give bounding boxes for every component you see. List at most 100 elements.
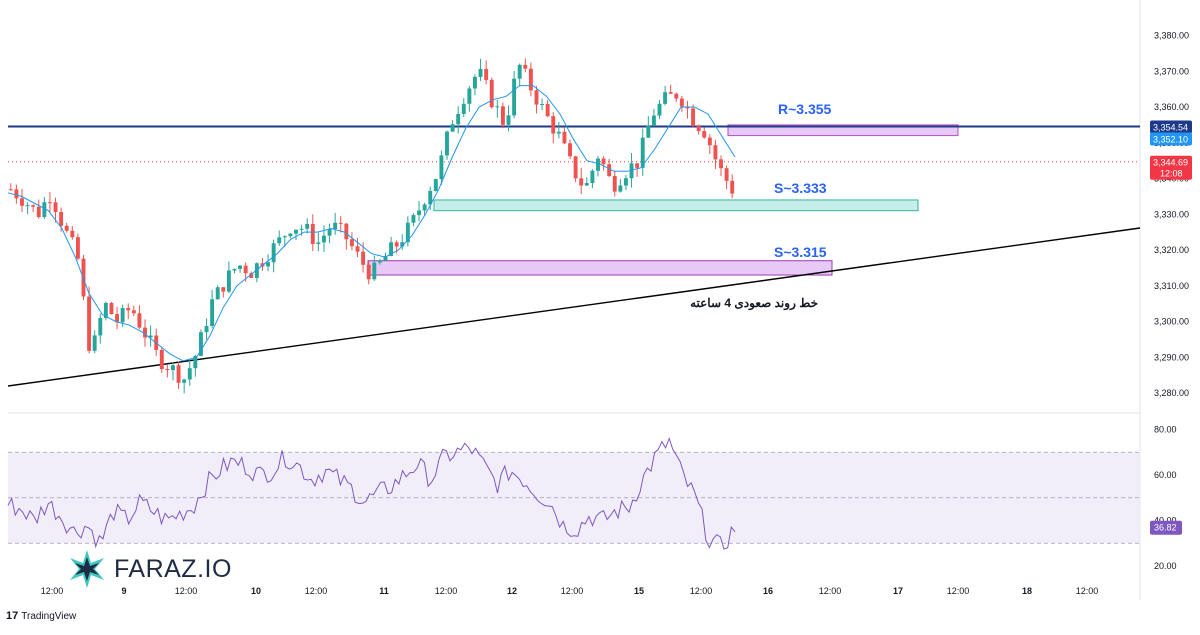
candle-body: [355, 246, 360, 252]
candle-body: [238, 265, 243, 269]
candle-body: [294, 229, 298, 234]
candle-body: [679, 98, 684, 107]
level-label: S~3.333: [774, 180, 827, 196]
candle-body: [221, 287, 226, 292]
candle-body: [310, 223, 315, 244]
time-tick-label: 12:00: [561, 586, 584, 596]
candle-body: [618, 185, 623, 192]
time-tick-label: 10: [251, 586, 261, 596]
candle-body: [719, 159, 723, 169]
candle-body: [148, 335, 153, 338]
candle-body: [322, 235, 326, 243]
candle-body: [495, 106, 500, 108]
candle-body: [579, 178, 584, 186]
candle-body: [254, 263, 259, 278]
candle-body: [383, 255, 388, 261]
time-tick-label: 9: [121, 586, 126, 596]
candle-body: [389, 242, 394, 256]
time-tick-label: 15: [634, 586, 644, 596]
candle-body: [635, 163, 640, 168]
rsi-tick-label: 80.00: [1154, 425, 1177, 435]
faraz-logo-icon: [70, 550, 104, 588]
time-tick-label: 18: [1022, 586, 1032, 596]
candle-body: [439, 155, 444, 180]
candle-body: [215, 287, 220, 300]
trendline-label: خط روند صعودی 4 ساعته: [690, 296, 818, 311]
candle-body: [20, 198, 24, 206]
rsi-tick-label: 20.00: [1154, 561, 1177, 571]
candle-body: [372, 262, 377, 280]
time-tick-label: 12:00: [1076, 586, 1099, 596]
candle-body: [193, 355, 198, 369]
candle-body: [612, 176, 617, 192]
candle-body: [143, 327, 147, 338]
candle-body: [473, 76, 477, 89]
candle-body: [663, 92, 668, 104]
candle-body: [98, 317, 103, 336]
candle-body: [126, 308, 131, 311]
candle-body: [730, 180, 735, 194]
candle-body: [25, 205, 30, 207]
candle-body: [288, 233, 293, 237]
brand-name: FARAZ.IO: [114, 554, 232, 583]
candle-body: [333, 222, 338, 229]
price-tick-label: 3,320.00: [1154, 245, 1189, 255]
time-tick-label: 12:00: [41, 586, 64, 596]
candle-body: [338, 222, 343, 224]
candle-body: [210, 299, 215, 327]
rsi-band: [8, 452, 1140, 544]
support-zone-2: [367, 260, 833, 276]
candle-body: [103, 302, 108, 318]
time-tick-label: 16: [763, 586, 773, 596]
candle-body: [204, 326, 209, 333]
price-tick-label: 3,310.00: [1154, 281, 1189, 291]
candle-body: [405, 222, 410, 243]
candle-body: [590, 170, 595, 184]
candle-body: [47, 202, 52, 204]
candle-body: [445, 131, 449, 156]
candle-body: [277, 237, 282, 244]
candle-body: [702, 131, 707, 138]
level-label: S~3.315: [774, 244, 827, 260]
price-tick-label: 3,370.00: [1154, 66, 1189, 76]
candle-body: [59, 212, 64, 226]
candle-body: [651, 115, 656, 126]
rsi-value-badge: [1150, 520, 1182, 535]
candle-body: [691, 108, 696, 127]
candle-body: [489, 79, 494, 108]
candle-body: [305, 223, 310, 229]
candle-body: [724, 168, 729, 181]
candle-body: [109, 302, 114, 315]
candle-body: [696, 126, 701, 132]
candle-body: [366, 264, 371, 280]
candle-body: [422, 204, 427, 211]
price-tick-label: 3,360.00: [1154, 102, 1189, 112]
time-tick-label: 17: [893, 586, 903, 596]
faraz-watermark: FARAZ.IO: [66, 548, 232, 590]
tradingview-logo[interactable]: 17 TradingView: [6, 610, 76, 622]
price-tick-label: 3,290.00: [1154, 352, 1189, 362]
candle-body: [75, 237, 80, 259]
candle-body: [400, 242, 405, 247]
time-tick-label: 12:00: [435, 586, 458, 596]
last-price-badge-text: 3,344.69: [1153, 158, 1188, 168]
ma-price-badge-text: 3,352.10: [1153, 134, 1188, 144]
candle-body: [428, 190, 433, 205]
candle-body: [545, 103, 550, 117]
time-axis: 12:00 9 12:00 10 12:00 11 12:00 12 12:00 15 12:00 1…: [41, 586, 1099, 596]
candle-body: [646, 125, 651, 138]
resistance-price-badge-text: 3,354.54: [1153, 123, 1188, 133]
candle-body: [70, 230, 75, 238]
candle-body: [573, 156, 578, 179]
rsi-tick-label: 60.00: [1154, 470, 1177, 480]
candle-body: [31, 205, 36, 207]
time-tick-label: 12:00: [947, 586, 970, 596]
candle-body: [478, 68, 483, 77]
candle-body: [198, 332, 203, 356]
rsi-value-text: 36.82: [1154, 523, 1177, 533]
price-tick-label: 3,330.00: [1154, 209, 1189, 219]
candle-body: [299, 228, 304, 230]
candle-body: [327, 228, 332, 236]
ma-price-badge: [1150, 132, 1192, 146]
